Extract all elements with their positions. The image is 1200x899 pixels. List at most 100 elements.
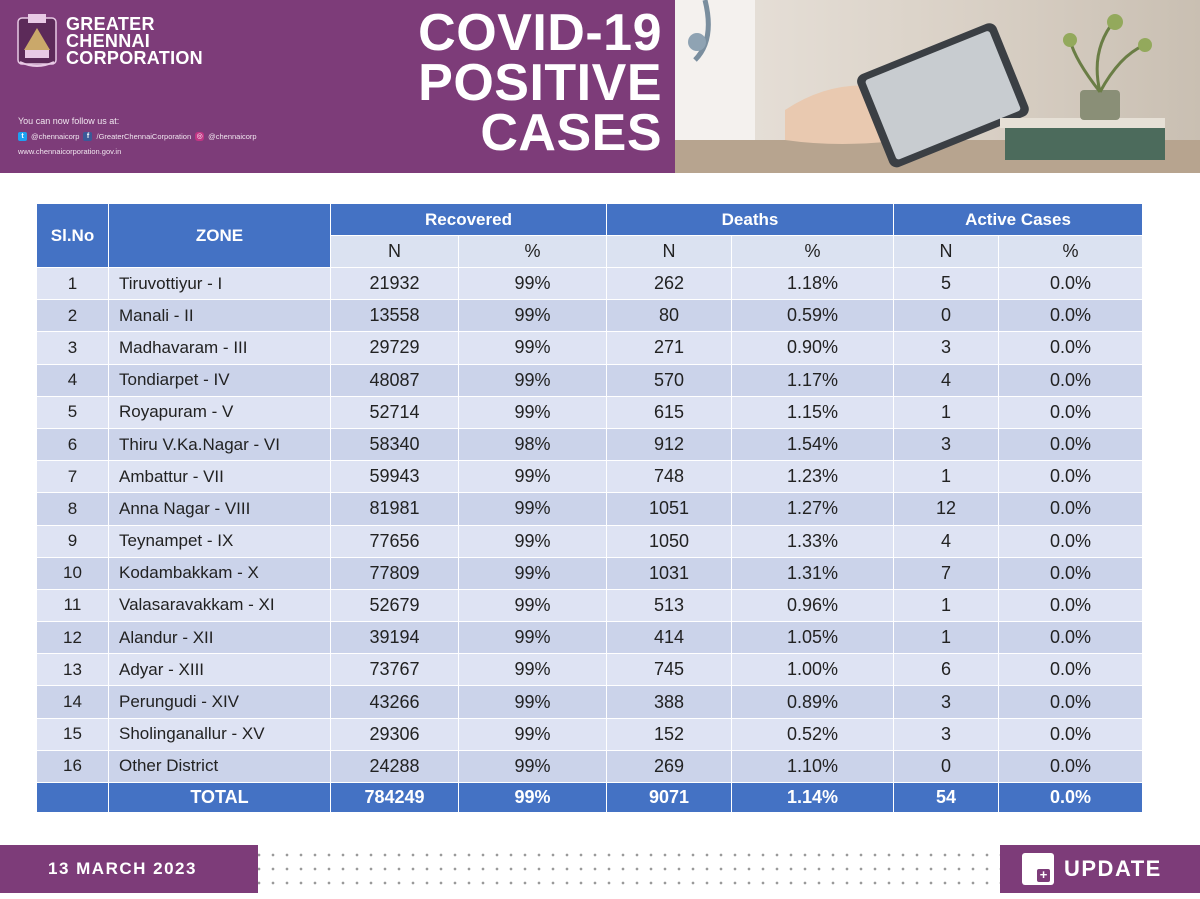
table-row: 6 Thiru V.Ka.Nagar - VI 58340 98% 912 1.54% 3 0… (36, 427, 1143, 462)
active-n-cell: 3 (893, 717, 999, 751)
zone-cell: Other District (108, 749, 331, 784)
deaths-pct-cell: 1.33% (731, 524, 894, 558)
recovered-n-cell: 24288 (330, 749, 459, 784)
recovered-pct-cell: 99% (458, 717, 607, 751)
table-row: 11 Valasaravakkam - XI 52679 99% 513 0.96% 1 0.… (36, 588, 1143, 623)
zone-cell: Teynampet - IX (108, 524, 331, 558)
recovered-n-cell: 58340 (330, 427, 459, 462)
active-pct-cell: 0.0% (998, 460, 1143, 494)
sub-active-n: N (893, 235, 999, 268)
sl-no-cell: 3 (36, 331, 109, 365)
deaths-n-cell: 570 (606, 363, 732, 397)
header-banner: GREATER CHENNAI CORPORATION You can now … (0, 0, 1200, 173)
table-row: 12 Alandur - XII 39194 99% 414 1.05% 1 0.0% (36, 621, 1143, 655)
table-row: 16 Other District 24288 99% 269 1.10% 0 0.0% (36, 749, 1143, 784)
deaths-pct-cell: 1.31% (731, 556, 894, 590)
website-link[interactable]: www.chennaicorporation.gov.in (18, 147, 122, 156)
title-line-3: CASES (480, 104, 662, 162)
total-active-n-cell: 54 (893, 782, 999, 813)
data-table: Sl.No ZONE Recovered Deaths Active Cases… (36, 203, 1143, 813)
table-row: 1 Tiruvottiyur - I 21932 99% 262 1.18% 5 0.0% (36, 266, 1143, 301)
recovered-n-cell: 77656 (330, 524, 459, 558)
deaths-n-cell: 1031 (606, 556, 732, 590)
recovered-pct-cell: 99% (458, 524, 607, 558)
recovered-pct-cell: 99% (458, 653, 607, 687)
recovered-n-cell: 48087 (330, 363, 459, 397)
recovered-n-cell: 52679 (330, 588, 459, 623)
recovered-n-cell: 13558 (330, 299, 459, 333)
active-pct-cell: 0.0% (998, 749, 1143, 784)
recovered-n-cell: 29729 (330, 331, 459, 365)
active-n-cell: 3 (893, 331, 999, 365)
zone-cell: Royapuram - V (108, 395, 331, 429)
active-n-cell: 1 (893, 395, 999, 429)
active-pct-cell: 0.0% (998, 492, 1143, 526)
plus-icon: + (1037, 868, 1050, 882)
org-line-1: GREATER (66, 14, 155, 34)
org-line-2: CHENNAI (66, 31, 151, 51)
sl-no-cell: 9 (36, 524, 109, 558)
active-pct-cell: 0.0% (998, 363, 1143, 397)
sl-no-cell: 6 (36, 427, 109, 462)
active-n-cell: 5 (893, 266, 999, 301)
zone-cell: Adyar - XIII (108, 653, 331, 687)
active-n-cell: 1 (893, 621, 999, 655)
sl-no-cell: 10 (36, 556, 109, 590)
zone-cell: Kodambakkam - X (108, 556, 331, 590)
recovered-n-cell: 59943 (330, 460, 459, 494)
table-row: 13 Adyar - XIII 73767 99% 745 1.00% 6 0.0% (36, 653, 1143, 687)
deaths-pct-cell: 1.54% (731, 427, 894, 462)
total-recovered-pct-cell: 99% (458, 782, 607, 813)
active-n-cell: 7 (893, 556, 999, 590)
recovered-pct-cell: 99% (458, 299, 607, 333)
sub-deaths-pct: % (731, 235, 894, 268)
table-row: 15 Sholinganallur - XV 29306 99% 152 0.52% 3 0.… (36, 717, 1143, 751)
group-recovered: Recovered (330, 203, 607, 236)
deaths-pct-cell: 1.18% (731, 266, 894, 301)
deaths-pct-cell: 1.27% (731, 492, 894, 526)
recovered-n-cell: 77809 (330, 556, 459, 590)
facebook-handle[interactable]: /GreaterChennaiCorporation (96, 132, 192, 141)
recovered-pct-cell: 99% (458, 556, 607, 590)
sl-no-cell: 2 (36, 299, 109, 333)
table-row: 4 Tondiarpet - IV 48087 99% 570 1.17% 4 0.0% (36, 363, 1143, 397)
active-n-cell: 3 (893, 685, 999, 719)
sl-no-cell: 5 (36, 395, 109, 429)
active-n-cell: 4 (893, 524, 999, 558)
active-n-cell: 0 (893, 749, 999, 784)
update-icon: + (1022, 853, 1054, 885)
table-row: 14 Perungudi - XIV 43266 99% 388 0.89% 3 0.0% (36, 685, 1143, 719)
deaths-n-cell: 80 (606, 299, 732, 333)
active-pct-cell: 0.0% (998, 556, 1143, 590)
table-row: 2 Manali - II 13558 99% 80 0.59% 0 0.0% (36, 299, 1143, 333)
deaths-pct-cell: 1.23% (731, 460, 894, 494)
active-pct-cell: 0.0% (998, 653, 1143, 687)
deaths-n-cell: 414 (606, 621, 732, 655)
total-label-cell: TOTAL (108, 782, 331, 813)
recovered-n-cell: 21932 (330, 266, 459, 301)
recovered-n-cell: 43266 (330, 685, 459, 719)
page-title: COVID-19 POSITIVE CASES (418, 7, 662, 162)
active-pct-cell: 0.0% (998, 685, 1143, 719)
instagram-handle[interactable]: @chennaicorp (208, 132, 257, 141)
recovered-n-cell: 73767 (330, 653, 459, 687)
deaths-pct-cell: 0.96% (731, 588, 894, 623)
deaths-n-cell: 271 (606, 331, 732, 365)
total-sl-cell (36, 782, 109, 813)
deaths-n-cell: 1051 (606, 492, 732, 526)
twitter-icon: t (18, 132, 27, 141)
deaths-pct-cell: 0.89% (731, 685, 894, 719)
table-body: 1 Tiruvottiyur - I 21932 99% 262 1.18% 5 0.0% 2 M… (36, 266, 1143, 813)
twitter-handle[interactable]: @chennaicorp (31, 132, 80, 141)
col-zone: ZONE (108, 203, 331, 268)
recovered-pct-cell: 99% (458, 588, 607, 623)
title-line-2: POSITIVE (418, 54, 662, 112)
active-pct-cell: 0.0% (998, 395, 1143, 429)
group-active-cases: Active Cases (893, 203, 1143, 236)
sl-no-cell: 11 (36, 588, 109, 623)
total-active-pct-cell: 0.0% (998, 782, 1143, 813)
recovered-pct-cell: 99% (458, 266, 607, 301)
dotted-pattern (258, 845, 1000, 893)
deaths-pct-cell: 1.17% (731, 363, 894, 397)
zone-cell: Madhavaram - III (108, 331, 331, 365)
